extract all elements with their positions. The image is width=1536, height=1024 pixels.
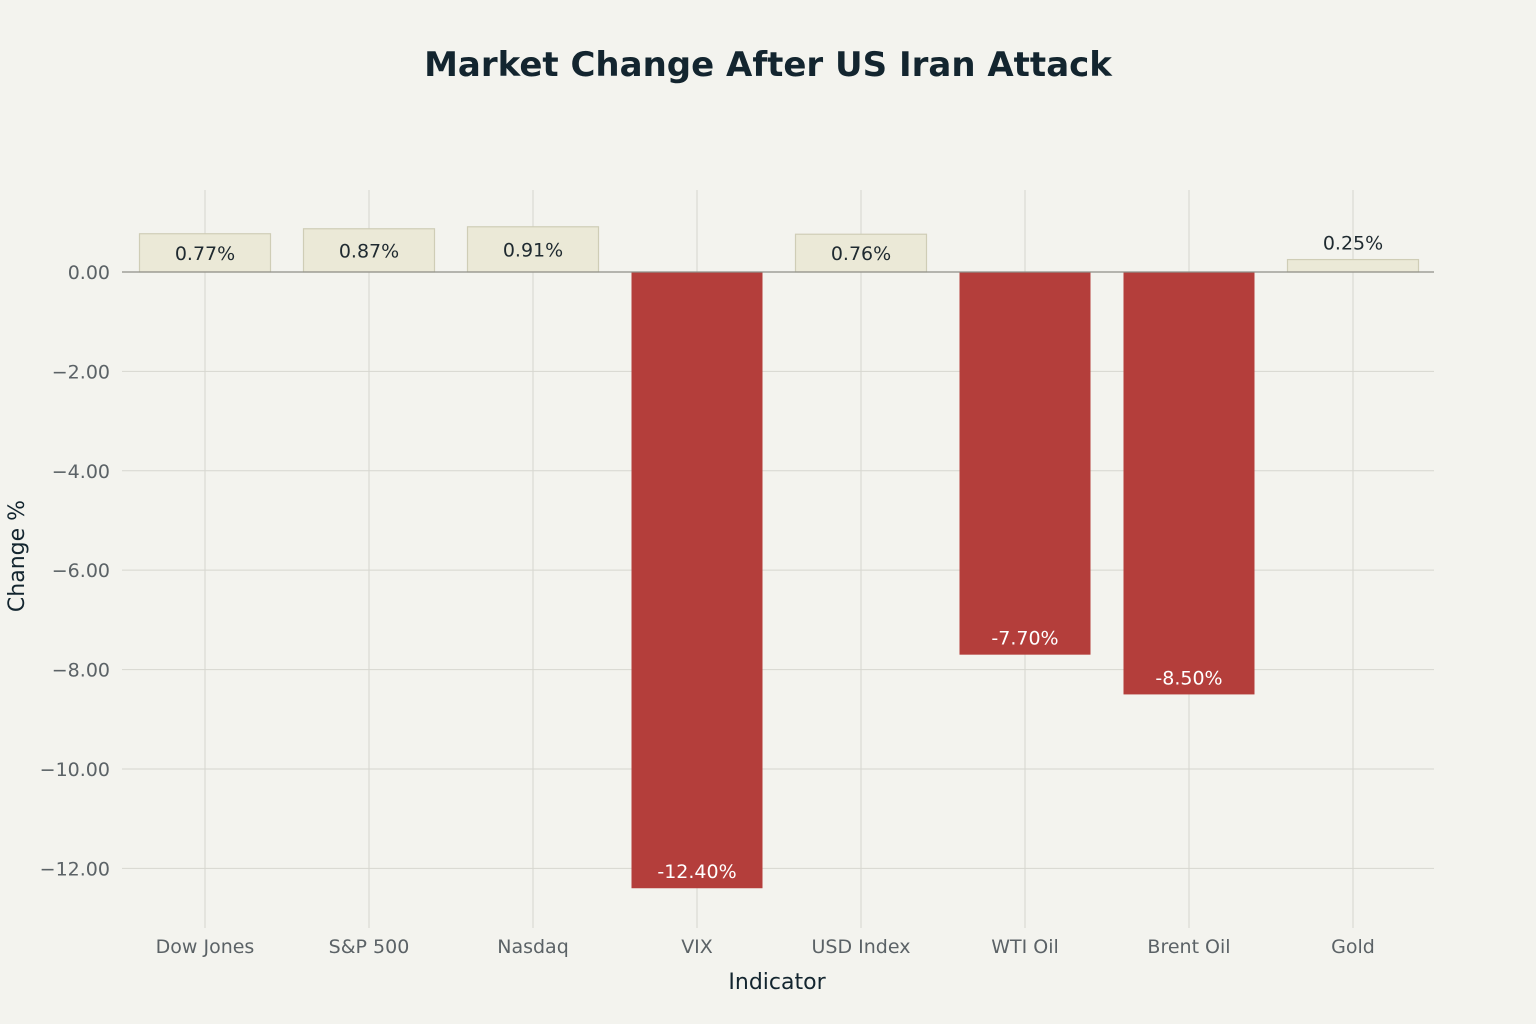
- y-tick-label: −4.00: [52, 461, 110, 483]
- bar-data-label: 0.76%: [831, 243, 891, 265]
- bar-wti-oil: [959, 272, 1091, 655]
- x-tick-label: S&P 500: [329, 936, 410, 958]
- y-axis-title: Change %: [5, 500, 30, 612]
- bar-data-label: -8.50%: [1155, 667, 1222, 689]
- bar-data-label: -7.70%: [991, 628, 1058, 650]
- bar-data-labels: 0.77% 0.87% 0.91% -12.40% 0.76% -7.70% -8.50% 0…: [175, 233, 1383, 884]
- y-tick-label: −8.00: [52, 660, 110, 682]
- bar-brent-oil: [1123, 272, 1255, 695]
- y-tick-label: −12.00: [40, 858, 110, 880]
- x-tick-label: WTI Oil: [991, 936, 1059, 958]
- bar-data-label: 0.77%: [175, 243, 235, 265]
- y-axis-ticks: 0.00 −2.00 −4.00 −6.00 −8.00 −10.00 −12.00: [40, 262, 110, 880]
- bar-s-p-500: [302, 228, 436, 273]
- bar-data-label: 0.91%: [503, 239, 563, 261]
- bar-gold: [1286, 258, 1420, 273]
- x-tick-label: Gold: [1331, 936, 1375, 958]
- x-tick-label: Nasdaq: [497, 936, 569, 958]
- bar-dow-jones: [138, 233, 272, 273]
- bar-data-label: 0.87%: [339, 240, 399, 262]
- x-tick-label: VIX: [681, 936, 713, 958]
- bars: [138, 226, 1420, 889]
- bar-data-label: 0.25%: [1323, 233, 1383, 255]
- y-tick-label: 0.00: [68, 262, 110, 284]
- bar-nasdaq: [466, 226, 600, 273]
- bar-usd-index: [794, 233, 928, 273]
- x-tick-label: Brent Oil: [1147, 936, 1230, 958]
- bar-data-label: -12.40%: [657, 861, 736, 883]
- x-axis-ticks: Dow Jones S&P 500 Nasdaq VIX USD Index WTI Oi…: [156, 936, 1375, 958]
- chart-title: Market Change After US Iran Attack: [424, 45, 1113, 85]
- bar-vix: [631, 272, 763, 889]
- y-tick-label: −2.00: [52, 361, 110, 383]
- x-tick-label: USD Index: [812, 936, 911, 958]
- x-axis-title: Indicator: [728, 970, 826, 995]
- y-tick-label: −10.00: [40, 759, 110, 781]
- y-tick-label: −6.00: [52, 560, 110, 582]
- x-tick-label: Dow Jones: [156, 936, 255, 958]
